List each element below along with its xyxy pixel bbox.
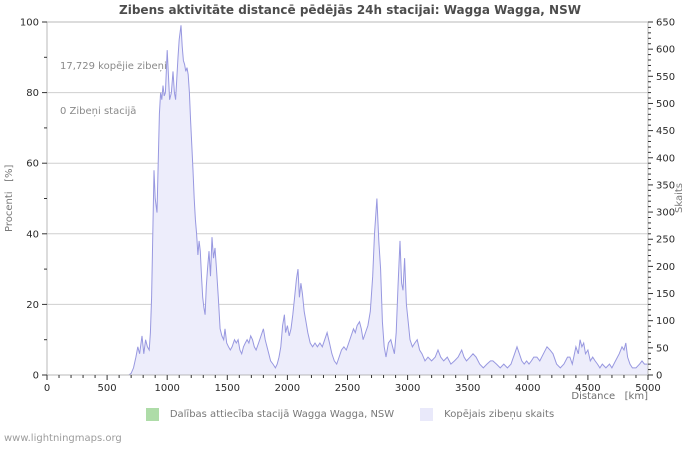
legend-item-participation: Dalības attiecība stacijā Wagga Wagga, N…	[145, 408, 395, 421]
y-axis-right-title: Skaits	[674, 183, 685, 214]
svg-text:50: 50	[656, 343, 669, 354]
svg-text:4500: 4500	[575, 383, 600, 394]
svg-text:600: 600	[656, 45, 675, 56]
svg-text:0: 0	[44, 383, 50, 394]
svg-text:3000: 3000	[395, 383, 420, 394]
svg-text:500: 500	[98, 383, 117, 394]
svg-text:200: 200	[656, 262, 675, 273]
svg-text:450: 450	[656, 126, 675, 137]
svg-text:4000: 4000	[515, 383, 540, 394]
svg-text:2500: 2500	[335, 383, 360, 394]
annotation-station-strikes: 0 Zibeņi stacijā	[60, 106, 137, 117]
legend-label-participation: Dalības attiecība stacijā Wagga Wagga, N…	[169, 409, 395, 420]
svg-text:650: 650	[656, 18, 675, 29]
x-axis-title: Distance [km]	[571, 391, 648, 402]
svg-text:0: 0	[656, 371, 662, 382]
svg-text:550: 550	[656, 72, 675, 83]
svg-text:5000: 5000	[635, 383, 660, 394]
annotation-total-strikes: 17,729 kopējie zibeņi	[60, 61, 167, 72]
chart-annotation: 17,729 kopējie zibeņi 0 Zibeņi stacijā	[60, 29, 167, 149]
watermark-link: www.lightningmaps.org	[4, 433, 122, 444]
svg-text:100: 100	[656, 316, 675, 327]
svg-text:500: 500	[656, 99, 675, 110]
svg-text:0: 0	[33, 371, 39, 382]
legend-label-total-count: Kopējais zibeņu skaits	[444, 409, 555, 420]
svg-text:350: 350	[656, 180, 675, 191]
svg-text:60: 60	[26, 159, 39, 170]
svg-text:40: 40	[26, 229, 39, 240]
svg-text:400: 400	[656, 153, 675, 164]
chart-title: Zibens aktivitāte distancē pēdējās 24h s…	[119, 3, 581, 17]
svg-text:80: 80	[26, 88, 39, 99]
y-axis-left-title: Procenti [%]	[4, 164, 15, 233]
legend: Dalības attiecība stacijā Wagga Wagga, N…	[0, 408, 700, 421]
svg-text:3500: 3500	[455, 383, 480, 394]
svg-text:250: 250	[656, 235, 675, 246]
svg-text:300: 300	[656, 208, 675, 219]
svg-text:20: 20	[26, 300, 39, 311]
legend-item-total-count: Kopējais zibeņu skaits	[420, 408, 554, 421]
svg-text:150: 150	[656, 289, 675, 300]
svg-text:2000: 2000	[275, 383, 300, 394]
legend-swatch-total-count	[420, 408, 434, 421]
svg-text:100: 100	[20, 18, 39, 29]
legend-swatch-participation	[145, 408, 159, 421]
svg-text:1000: 1000	[154, 383, 179, 394]
svg-text:1500: 1500	[215, 383, 240, 394]
